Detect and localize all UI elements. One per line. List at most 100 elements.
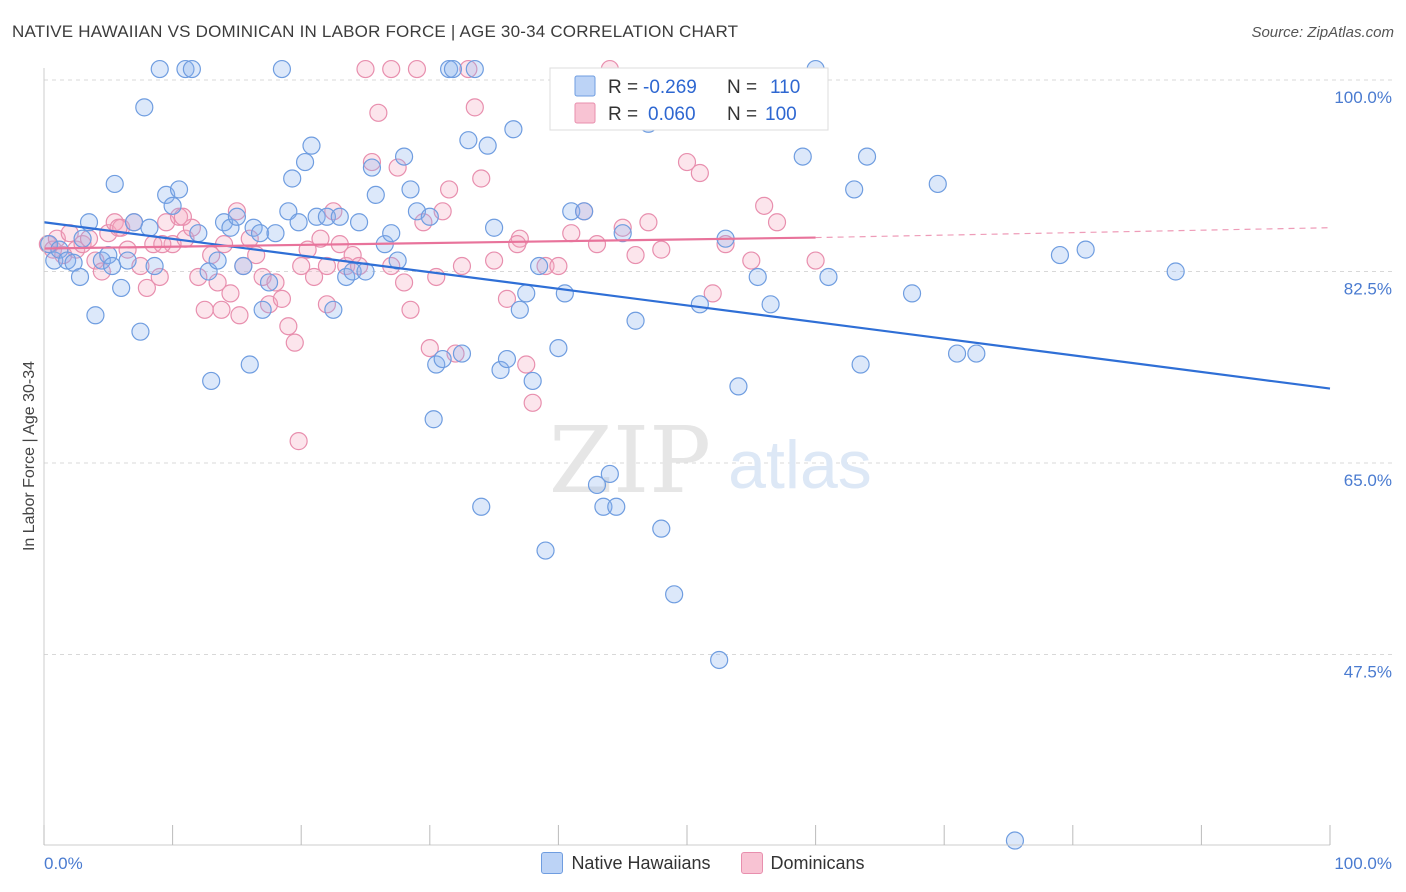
- native-hawaiian-point: [472, 497, 491, 516]
- legend-label-native-hawaiians: Native Hawaiians: [571, 852, 711, 873]
- native-hawaiian-point: [349, 213, 369, 232]
- native-hawaiian-point: [485, 218, 504, 237]
- native-hawaiian-point: [169, 180, 189, 199]
- native-hawaiian-point: [443, 59, 463, 79]
- native-hawaiian-point: [517, 284, 536, 303]
- legend-swatch-pink: [574, 102, 596, 124]
- dominican-point: [626, 245, 645, 265]
- dominican-point: [742, 251, 761, 270]
- native-hawaiian-point: [145, 256, 164, 276]
- dominican-point: [767, 213, 787, 232]
- dominican-point: [755, 196, 774, 215]
- native-hawaiian-point: [45, 251, 64, 270]
- native-hawaiian-point: [189, 224, 208, 243]
- native-hawaiian-point: [330, 207, 349, 226]
- dominican-point: [285, 333, 304, 352]
- native-hawaiian-point: [283, 169, 302, 188]
- legend-r-label-1: R =: [608, 104, 638, 125]
- native-hawaiian-point: [465, 59, 484, 79]
- y-tick-label: 65.0%: [1344, 471, 1392, 490]
- native-hawaiian-point: [613, 224, 632, 243]
- dominican-point: [549, 256, 568, 276]
- y-axis-title: In Labor Force | Age 30-34: [21, 361, 38, 551]
- native-hawaiian-point: [433, 349, 452, 369]
- native-hawaiian-point: [295, 152, 315, 172]
- native-hawaiian-point: [562, 202, 581, 221]
- native-hawaiian-point: [401, 180, 420, 199]
- legend-n-label-0: N =: [727, 77, 757, 98]
- native-hawaiian-point: [176, 59, 195, 79]
- native-hawaiian-point: [150, 59, 169, 79]
- native-hawaiian-point: [967, 344, 986, 363]
- native-hawaiian-point: [1050, 245, 1070, 265]
- native-hawaiian-point: [394, 147, 414, 166]
- native-hawaiian-point: [202, 371, 221, 391]
- native-hawaiian-point: [536, 541, 555, 560]
- dominican-point: [459, 59, 478, 79]
- native-hawaiian-point: [652, 519, 671, 538]
- legend-r-label-0: R =: [608, 77, 638, 98]
- dominican-point: [388, 158, 407, 177]
- dominican-point: [401, 300, 420, 319]
- dominican-point: [562, 224, 581, 243]
- native-hawaiian-point: [240, 355, 259, 374]
- dominican-point: [485, 251, 504, 270]
- dominican-point: [195, 300, 214, 319]
- legend-r-value-1: 0.060: [648, 104, 696, 125]
- native-hawaiian-point: [135, 98, 154, 117]
- native-hawaiian-point: [307, 207, 326, 226]
- native-hawaiian-point: [424, 410, 443, 429]
- native-hawaiian-point: [626, 311, 645, 330]
- native-hawaiians-points: [40, 59, 1185, 850]
- native-hawaiian-point: [131, 322, 150, 341]
- native-hawaiian-point: [478, 136, 497, 155]
- dominican-point: [508, 235, 527, 254]
- dominican-point: [420, 339, 439, 358]
- dominican-point: [289, 432, 308, 451]
- dominicans-trend-extension: [815, 227, 1331, 239]
- dominican-point: [472, 169, 491, 188]
- native-hawaiian-point: [266, 224, 285, 243]
- chart-title: NATIVE HAWAIIAN VS DOMINICAN IN LABOR FO…: [12, 22, 739, 41]
- y-tick-label: 47.5%: [1344, 663, 1392, 682]
- native-hawaiian-point: [748, 267, 767, 287]
- native-hawaiian-point: [259, 273, 279, 292]
- native-hawaiian-point: [710, 650, 729, 670]
- native-hawaiian-point: [86, 306, 105, 325]
- legend-n-label-1: N =: [727, 104, 757, 125]
- legend-item-dominicans[interactable]: Dominicans: [740, 852, 865, 874]
- native-hawaiian-point: [250, 224, 270, 243]
- native-hawaiian-point: [761, 295, 780, 314]
- y-tick-label: 82.5%: [1344, 280, 1392, 299]
- native-hawaiian-point: [793, 147, 812, 166]
- dominican-point: [427, 267, 446, 287]
- native-hawaiian-point: [491, 360, 510, 380]
- watermark: ZIP atlas: [549, 407, 872, 514]
- native-hawaiian-point: [382, 224, 401, 243]
- native-hawaiian-point: [729, 377, 748, 396]
- native-hawaiian-point: [1076, 240, 1095, 259]
- dominican-point: [304, 267, 324, 287]
- legend-item-native-hawaiians[interactable]: Native Hawaiians: [541, 852, 711, 874]
- native-hawaiian-point: [587, 475, 607, 494]
- watermark-zip: ZIP: [549, 407, 711, 514]
- native-hawaiian-point: [555, 284, 574, 303]
- legend-n-value-0: 110: [770, 77, 800, 98]
- legend-swatch-native-hawaiians: [541, 852, 564, 874]
- native-hawaiian-point: [523, 371, 542, 391]
- native-hawaiian-point: [366, 185, 385, 204]
- dominican-point: [356, 59, 375, 79]
- native-hawaiian-point: [459, 131, 478, 150]
- dominican-point: [452, 256, 472, 276]
- watermark-atlas: atlas: [728, 427, 872, 503]
- dominican-point: [523, 393, 542, 412]
- dominican-point: [212, 300, 231, 319]
- legend-r-value-0: -0.269: [643, 77, 697, 98]
- series-legend: Native Hawaiians Dominicans: [0, 852, 1406, 874]
- native-hawaiian-point: [510, 300, 529, 319]
- dominican-point: [311, 229, 330, 248]
- native-hawaiian-point: [607, 497, 626, 516]
- dominican-point: [279, 317, 298, 336]
- legend-label-dominicans: Dominicans: [770, 852, 865, 873]
- correlation-legend: R = -0.269 N = 110 R = 0.060 N = 100: [549, 67, 829, 131]
